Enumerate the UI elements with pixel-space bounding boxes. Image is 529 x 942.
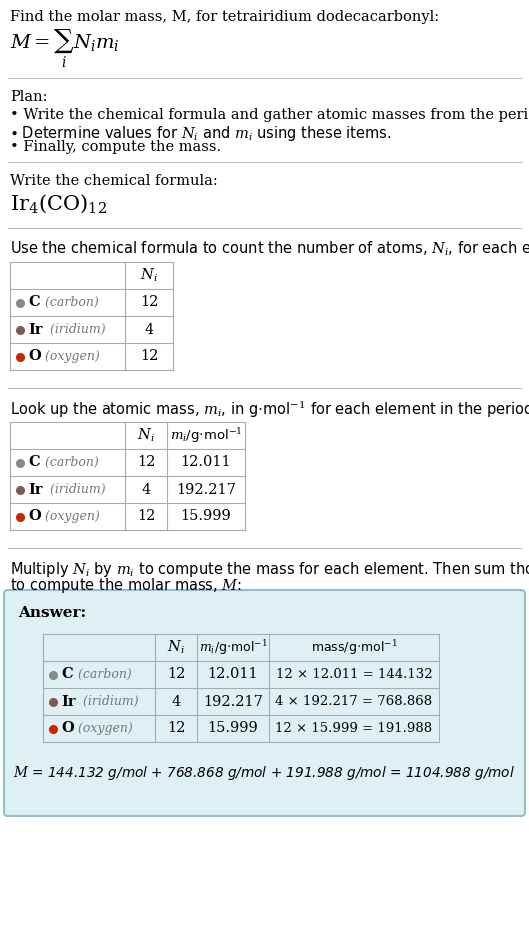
FancyBboxPatch shape: [4, 590, 525, 816]
Text: C: C: [61, 668, 72, 681]
Text: (carbon): (carbon): [41, 456, 99, 469]
Text: 4: 4: [171, 694, 180, 708]
Text: (carbon): (carbon): [74, 668, 132, 681]
Text: Answer:: Answer:: [18, 606, 86, 620]
Text: 12.011: 12.011: [208, 668, 258, 681]
Text: (oxygen): (oxygen): [74, 722, 133, 735]
Text: Ir: Ir: [28, 322, 42, 336]
Text: 12 × 15.999 = 191.988: 12 × 15.999 = 191.988: [276, 722, 433, 735]
Text: Write the chemical formula:: Write the chemical formula:: [10, 174, 218, 188]
Text: 192.217: 192.217: [203, 694, 263, 708]
Text: Find the molar mass, M, for tetrairidium dodecacarbonyl:: Find the molar mass, M, for tetrairidium…: [10, 10, 439, 24]
Text: 4: 4: [141, 482, 151, 496]
Text: 12 × 12.011 = 144.132: 12 × 12.011 = 144.132: [276, 668, 432, 681]
Text: Look up the atomic mass, $m_i$, in g$\cdot$mol$^{-1}$ for each element in the pe: Look up the atomic mass, $m_i$, in g$\cd…: [10, 400, 529, 420]
Text: (iridium): (iridium): [79, 695, 139, 708]
Text: Ir: Ir: [28, 482, 42, 496]
Text: $N_i$: $N_i$: [137, 427, 155, 445]
Text: (iridium): (iridium): [46, 483, 106, 496]
Text: • Write the chemical formula and gather atomic masses from the periodic table.: • Write the chemical formula and gather …: [10, 108, 529, 122]
Text: 12: 12: [167, 722, 185, 736]
Text: 15.999: 15.999: [207, 722, 258, 736]
Text: 12: 12: [140, 296, 158, 310]
Text: $N_i$: $N_i$: [167, 639, 185, 657]
Text: (oxygen): (oxygen): [41, 350, 100, 363]
Text: O: O: [28, 349, 41, 364]
Text: (carbon): (carbon): [41, 296, 99, 309]
Text: C: C: [28, 456, 40, 469]
Text: Use the chemical formula to count the number of atoms, $N_i$, for each element:: Use the chemical formula to count the nu…: [10, 240, 529, 258]
Text: $m_i$/g$\cdot$mol$^{-1}$: $m_i$/g$\cdot$mol$^{-1}$: [199, 638, 267, 657]
Text: 12: 12: [167, 668, 185, 681]
Text: 15.999: 15.999: [180, 510, 231, 524]
Text: (iridium): (iridium): [46, 323, 106, 336]
Text: • Finally, compute the mass.: • Finally, compute the mass.: [10, 140, 221, 154]
Text: to compute the molar mass, $M$:: to compute the molar mass, $M$:: [10, 576, 242, 595]
Text: $M$ = 144.132 g/mol + 768.868 g/mol + 191.988 g/mol = 1104.988 g/mol: $M$ = 144.132 g/mol + 768.868 g/mol + 19…: [13, 764, 516, 782]
Text: 12: 12: [137, 510, 155, 524]
Text: 12: 12: [140, 349, 158, 364]
Text: 192.217: 192.217: [176, 482, 236, 496]
Text: (oxygen): (oxygen): [41, 510, 100, 523]
Text: O: O: [28, 510, 41, 524]
Text: 12: 12: [137, 456, 155, 469]
Text: 4: 4: [144, 322, 153, 336]
Text: $m_i$/g$\cdot$mol$^{-1}$: $m_i$/g$\cdot$mol$^{-1}$: [170, 426, 242, 445]
Text: 4 × 192.217 = 768.868: 4 × 192.217 = 768.868: [276, 695, 433, 708]
Text: 12.011: 12.011: [181, 456, 231, 469]
Text: O: O: [61, 722, 74, 736]
Text: $M = \sum_i N_i m_i$: $M = \sum_i N_i m_i$: [10, 28, 120, 71]
Text: Multiply $N_i$ by $m_i$ to compute the mass for each element. Then sum those val: Multiply $N_i$ by $m_i$ to compute the m…: [10, 560, 529, 579]
Text: mass/g$\cdot$mol$^{-1}$: mass/g$\cdot$mol$^{-1}$: [311, 638, 397, 657]
Text: Plan:: Plan:: [10, 90, 48, 104]
Text: $N_i$: $N_i$: [140, 267, 158, 284]
Text: C: C: [28, 296, 40, 310]
Text: Ir: Ir: [61, 694, 76, 708]
Text: $\bullet$ Determine values for $N_i$ and $m_i$ using these items.: $\bullet$ Determine values for $N_i$ and…: [10, 124, 391, 143]
Text: $\mathrm{Ir_4(CO)_{12}}$: $\mathrm{Ir_4(CO)_{12}}$: [10, 192, 107, 215]
